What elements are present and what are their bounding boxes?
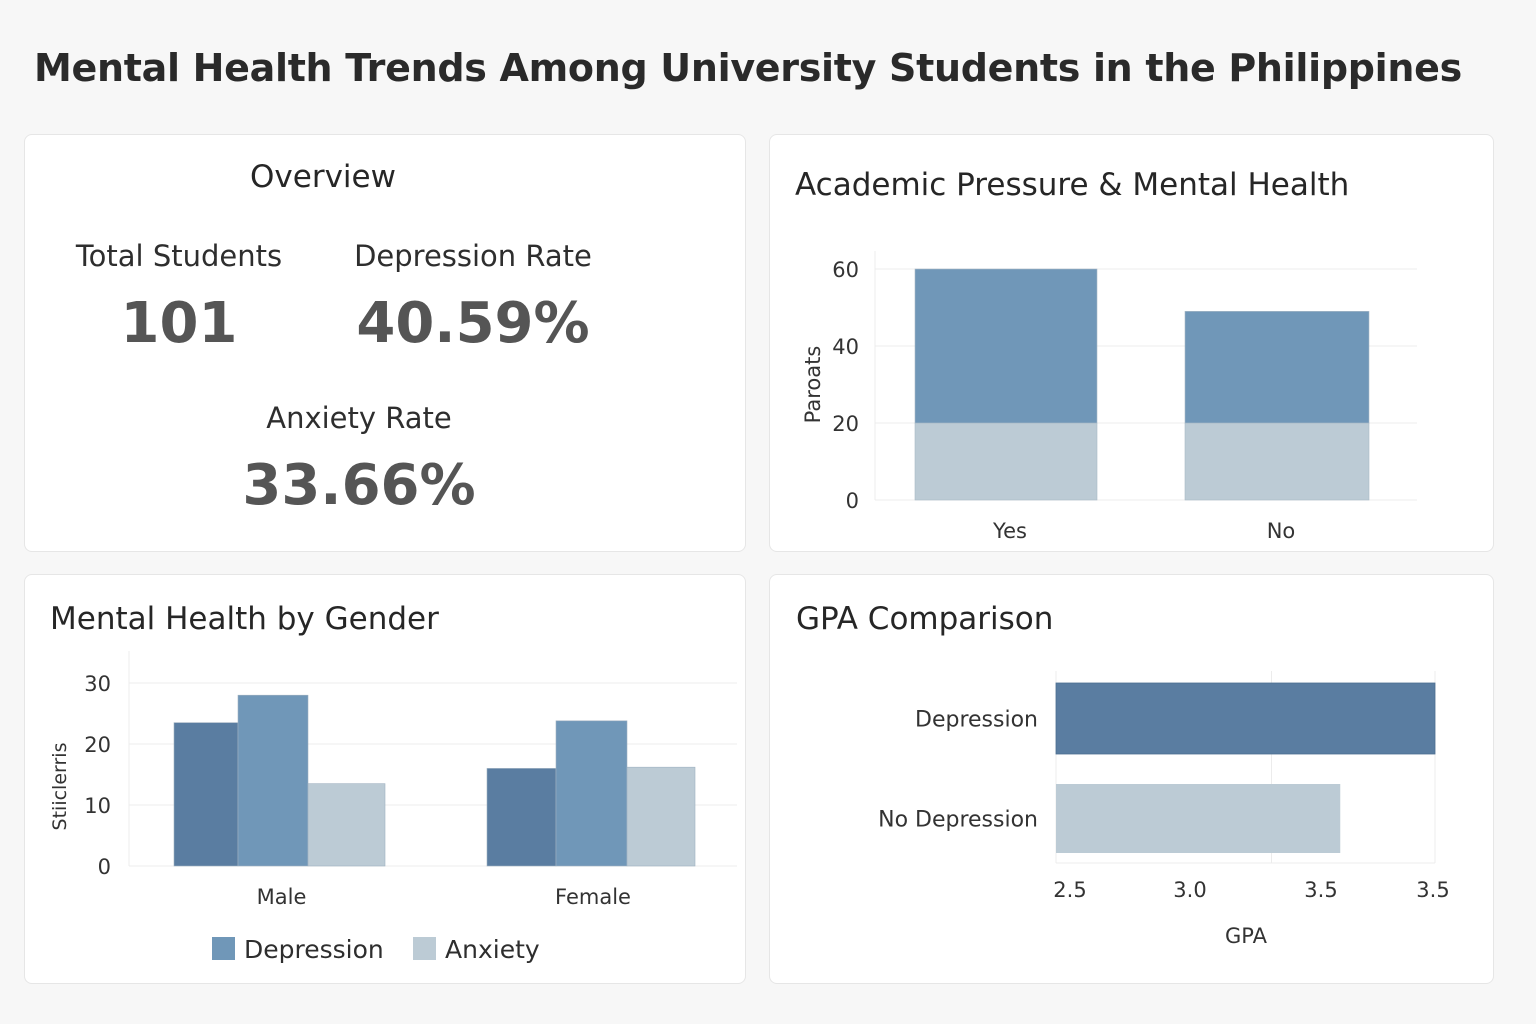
x-tick-label: 3.5 [1416,878,1449,902]
y-tick-label: 20 [84,733,111,757]
x-tick-label: 3.0 [1173,878,1206,902]
total-students-label: Total Students [75,239,283,273]
overview-card: Overview Total Students 101 Depression R… [24,134,746,552]
bar-depression [1055,682,1436,755]
overview-title: Overview [250,159,396,195]
x-tick-label: No [1267,519,1296,543]
gpa-card: GPA Comparison 2.5 3.0 3.5 3.5 GPA Depression… [769,574,1494,984]
legend-swatch-anxiety [413,937,436,960]
gpa-chart: 2.5 3.0 3.5 3.5 GPA Depression No Depression [878,671,1450,948]
y-tick-label: 20 [832,412,859,436]
x-tick-label: Male [257,885,307,909]
total-students-value: 101 [120,291,238,356]
y-axis-label: Stiiclerris [49,743,71,831]
bar-yes-segment-0 [914,422,1098,501]
bar-no-segment-0 [1184,422,1370,501]
page-title: Mental Health Trends Among University St… [34,46,1462,90]
academic-pressure-card: Academic Pressure & Mental Health 0 20 40 6… [769,134,1494,552]
y-tick-label: 0 [846,489,859,513]
y-tick-label: 30 [84,672,111,696]
bar-male-series-1 [237,694,309,867]
x-axis-label: GPA [1225,924,1268,948]
bar-male-series-0 [173,722,239,867]
depression-rate-value: 40.59% [356,291,590,356]
gender-card: Mental Health by Gender 0 10 20 30 Stiiclerr… [24,574,746,984]
legend-swatch-depression [212,937,235,960]
legend-label-depression: Depression [244,935,384,964]
y-tick-label: Depression [915,708,1038,733]
bar-female-series-2 [626,766,696,867]
academic-pressure-title: Academic Pressure & Mental Health [795,167,1350,203]
y-tick-label: 60 [832,258,859,282]
anxiety-rate-label: Anxiety Rate [266,401,452,435]
bar-male-series-2 [307,783,386,867]
x-tick-label: Female [555,885,631,909]
depression-rate-label: Depression Rate [354,239,592,273]
academic-pressure-chart: 0 20 40 60 Paroats Yes No [801,251,1417,543]
y-tick-label: 0 [98,855,111,879]
bar-female-series-1 [555,720,628,867]
bar-no-segment-1 [1184,311,1370,424]
y-tick-label: 10 [84,794,111,818]
gender-title: Mental Health by Gender [50,601,439,637]
anxiety-rate-value: 33.66% [242,453,476,518]
x-tick-label: 2.5 [1053,878,1086,902]
y-axis-label: Paroats [801,346,825,424]
legend-label-anxiety: Anxiety [445,935,540,964]
y-tick-label: No Depression [878,808,1038,833]
x-tick-label: 3.5 [1304,878,1337,902]
bar-no-depression [1056,784,1341,853]
bar-female-series-0 [486,768,557,867]
gpa-title: GPA Comparison [796,601,1054,637]
bar-yes-segment-1 [914,268,1098,424]
y-tick-label: 40 [832,335,859,359]
gender-chart: 0 10 20 30 Stiiclerris Male Female Depression An… [49,651,737,964]
x-tick-label: Yes [992,519,1027,543]
